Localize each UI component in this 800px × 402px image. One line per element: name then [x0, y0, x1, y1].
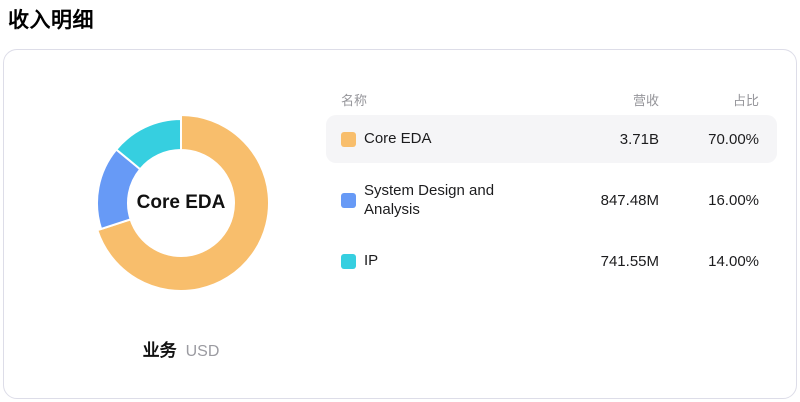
header-share: 占比	[732, 92, 759, 108]
legend-swatch-blue-icon	[341, 192, 356, 208]
segment-revenue: 3.71B	[619, 130, 659, 148]
donut-chart	[96, 113, 270, 292]
chart-footer: 业务 USD	[41, 336, 321, 361]
table-row-system-design[interactable]: System Design and Analysis 847.48M 16.00…	[326, 176, 777, 224]
header-name: 名称	[341, 92, 368, 108]
page-title: 收入明细	[8, 9, 94, 32]
segment-revenue: 847.48M	[600, 191, 659, 209]
donut-chart-container: Core EDA	[91, 113, 271, 293]
segment-share: 14.00%	[708, 252, 759, 270]
segment-name: System Design and Analysis	[364, 181, 495, 219]
segment-share: 70.00%	[708, 130, 759, 148]
donut-slice-2[interactable]	[114, 117, 182, 171]
cell-name: IP	[341, 251, 539, 271]
legend-swatch-orange-icon	[341, 131, 356, 147]
legend-swatch-cyan-icon	[341, 253, 356, 269]
segment-name: IP	[364, 252, 379, 270]
revenue-breakdown-card: Core EDA 业务 USD 名称 营收 占比 Core EDA 3.71B …	[3, 49, 797, 399]
dimension-tab-business[interactable]: 业务	[142, 341, 177, 360]
table-row-ip[interactable]: IP 741.55M 14.00%	[326, 237, 777, 285]
segment-share: 16.00%	[708, 191, 759, 209]
cell-name: System Design and Analysis	[341, 181, 539, 220]
currency-unit-label: USD	[185, 343, 220, 360]
header-revenue: 营收	[632, 92, 659, 108]
donut-slice-0[interactable]	[96, 113, 270, 292]
table-row-core-eda[interactable]: Core EDA 3.71B 70.00%	[326, 115, 777, 163]
table-header-row: 名称 营收 占比	[326, 89, 777, 109]
cell-name: Core EDA	[341, 129, 539, 149]
segment-revenue: 741.55M	[600, 252, 659, 270]
breakdown-table: 名称 营收 占比 Core EDA 3.71B 70.00% System De…	[326, 89, 777, 298]
segment-name: Core EDA	[364, 130, 432, 148]
